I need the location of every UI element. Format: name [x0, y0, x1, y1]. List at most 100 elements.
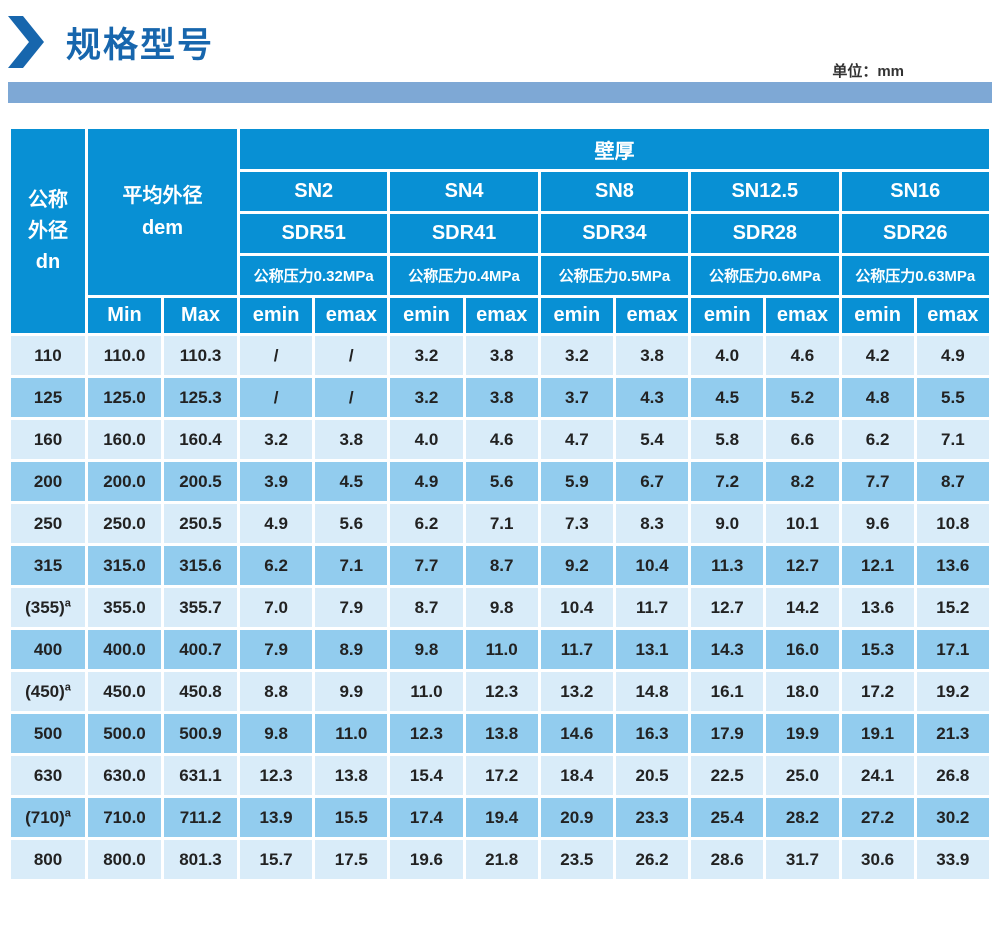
cell-value: 12.3: [236, 753, 316, 798]
cell-value: 11.3: [688, 543, 767, 588]
cell-value: 4.9: [913, 333, 993, 378]
table-row: 400 400.0 400.7 7.9 8.9 9.8 11.0 11.7 13.1 14.3 16…: [8, 627, 993, 672]
header-nominal-od: 公称 外径 dn: [8, 126, 88, 336]
header-pressure-0-5: 公称压力0.5MPa: [537, 253, 692, 298]
cell-value: /: [312, 375, 391, 420]
cell-value: 17.2: [838, 669, 917, 714]
cell-value: 7.0: [236, 585, 316, 630]
cell-max: 250.5: [161, 501, 240, 546]
cell-value: 15.4: [387, 753, 466, 798]
cell-value: 5.6: [462, 459, 541, 504]
cell-value: 9.8: [236, 711, 316, 756]
cell-min: 500.0: [85, 711, 164, 756]
table-row: 315 315.0 315.6 6.2 7.1 7.7 8.7 9.2 10.4 11.3 12.7…: [8, 543, 993, 588]
cell-value: 13.6: [838, 585, 917, 630]
header-sdr41: SDR41: [387, 211, 541, 256]
header-sdr34: SDR34: [537, 211, 692, 256]
cell-value: 4.5: [688, 375, 767, 420]
cell-value: 28.2: [763, 795, 842, 840]
cell-value: 4.2: [838, 333, 917, 378]
cell-min: 355.0: [85, 585, 164, 630]
header-nominal-od-line2: 外径: [28, 219, 68, 242]
cell-value: 19.6: [387, 837, 466, 882]
dn-superscript: a: [64, 596, 71, 609]
cell-value: /: [236, 333, 316, 378]
cell-max: 125.3: [161, 375, 240, 420]
page-header: 规格型号: [8, 0, 992, 68]
cell-value: 26.2: [612, 837, 692, 882]
cell-value: 17.1: [913, 627, 993, 672]
cell-value: 9.2: [537, 543, 616, 588]
table-row: (710)a 710.0 711.2 13.9 15.5 17.4 19.4 20.9 23.3…: [8, 795, 993, 840]
table-header: 公称 外径 dn 平均外径 dem 壁厚 SN2 SN4 SN8 SN12.5 …: [8, 126, 993, 336]
cell-value: 14.3: [688, 627, 767, 672]
cell-max: 631.1: [161, 753, 240, 798]
cell-dn: 160: [8, 417, 88, 462]
cell-value: 30.6: [838, 837, 917, 882]
cell-min: 110.0: [85, 333, 164, 378]
cell-value: 19.1: [838, 711, 917, 756]
table-row: 110 110.0 110.3//3.2 3.8 3.2 3.8 4.0 4.6 4.2 4.9: [8, 333, 993, 378]
cell-value: 9.0: [688, 501, 767, 546]
cell-dn: 110: [8, 333, 88, 378]
cell-value: 6.2: [838, 417, 917, 462]
cell-value: 11.7: [537, 627, 616, 672]
cell-value: 10.1: [763, 501, 842, 546]
cell-value: 3.2: [537, 333, 616, 378]
cell-value: 7.9: [312, 585, 391, 630]
cell-min: 450.0: [85, 669, 164, 714]
cell-min: 125.0: [85, 375, 164, 420]
cell-min: 800.0: [85, 837, 164, 882]
cell-value: 9.6: [838, 501, 917, 546]
cell-value: 17.2: [462, 753, 541, 798]
cell-value: 8.3: [612, 501, 692, 546]
cell-value: 18.4: [537, 753, 616, 798]
cell-value: 6.2: [236, 543, 316, 588]
cell-value: 7.2: [688, 459, 767, 504]
cell-value: 25.0: [763, 753, 842, 798]
cell-min: 315.0: [85, 543, 164, 588]
header-max: Max: [161, 295, 240, 336]
header-sn4: SN4: [387, 169, 541, 214]
header-sdr26: SDR26: [838, 211, 992, 256]
header-average-od: 平均外径 dem: [85, 126, 240, 298]
header-sn2: SN2: [236, 169, 391, 214]
cell-value: 8.2: [763, 459, 842, 504]
cell-value: 15.2: [913, 585, 993, 630]
cell-value: 28.6: [688, 837, 767, 882]
cell-value: 27.2: [838, 795, 917, 840]
cell-value: 11.0: [387, 669, 466, 714]
cell-value: 13.1: [612, 627, 692, 672]
cell-dn: (710)a: [8, 795, 88, 840]
cell-value: 4.0: [387, 417, 466, 462]
header-emax: emax: [312, 295, 391, 336]
header-emin: emin: [387, 295, 466, 336]
header-emax: emax: [462, 295, 541, 336]
cell-value: 22.5: [688, 753, 767, 798]
table-body: 110 110.0 110.3//3.2 3.8 3.2 3.8 4.0 4.6 4.2 4.9 1…: [8, 333, 993, 882]
cell-value: 6.2: [387, 501, 466, 546]
cell-value: 3.8: [312, 417, 391, 462]
cell-min: 250.0: [85, 501, 164, 546]
cell-value: 3.8: [612, 333, 692, 378]
header-nominal-od-line3: dn: [35, 250, 61, 273]
header-nominal-od-line1: 公称: [28, 188, 68, 211]
cell-value: 15.3: [838, 627, 917, 672]
cell-value: 15.5: [312, 795, 391, 840]
cell-value: 3.9: [236, 459, 316, 504]
cell-value: 4.6: [462, 417, 541, 462]
cell-value: 3.2: [387, 375, 466, 420]
cell-value: 14.2: [763, 585, 842, 630]
cell-min: 200.0: [85, 459, 164, 504]
cell-value: 7.7: [387, 543, 466, 588]
cell-value: 3.8: [462, 333, 541, 378]
cell-dn: 500: [8, 711, 88, 756]
cell-value: 11.0: [312, 711, 391, 756]
cell-value: 7.1: [462, 501, 541, 546]
cell-max: 400.7: [161, 627, 240, 672]
cell-value: 9.9: [312, 669, 391, 714]
cell-value: 33.9: [913, 837, 993, 882]
cell-value: 7.9: [236, 627, 316, 672]
cell-value: 3.7: [537, 375, 616, 420]
